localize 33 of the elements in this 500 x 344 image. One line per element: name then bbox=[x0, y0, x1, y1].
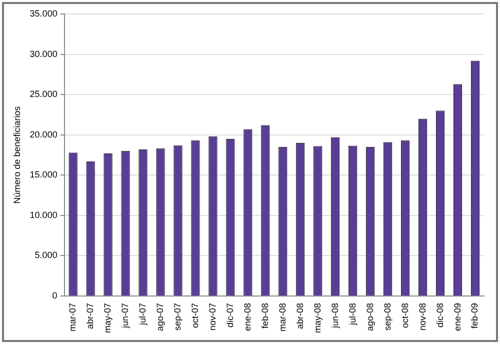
x-tick-label: sep-08 bbox=[382, 302, 392, 331]
y-tick-label: 0 bbox=[52, 290, 58, 300]
x-tick-label: feb-08 bbox=[260, 302, 270, 329]
x-tick-label: oct-07 bbox=[190, 302, 200, 328]
x-tick-label: jul-07 bbox=[138, 302, 148, 326]
x-tick-label: ago-08 bbox=[364, 302, 375, 332]
x-tick-label: jun-07 bbox=[120, 302, 130, 330]
x-tick-label: oct-08 bbox=[400, 302, 410, 328]
x-tick-label: jun-08 bbox=[330, 302, 340, 330]
x-tick-label: nov-08 bbox=[417, 302, 428, 331]
y-tick-label: 15.000 bbox=[30, 170, 58, 180]
x-tick-label: dic-07 bbox=[224, 302, 235, 328]
x-tick-label: dic-08 bbox=[434, 302, 445, 328]
x-tick-label: mar-08 bbox=[277, 302, 288, 332]
y-tick-label: 35.000 bbox=[30, 8, 58, 18]
x-tick-label: abr-08 bbox=[294, 302, 305, 330]
x-tick-label: feb-09 bbox=[470, 302, 480, 329]
x-tick-label: ene-08 bbox=[242, 302, 252, 332]
y-tick-label: 30.000 bbox=[30, 48, 58, 59]
x-tick-label: jul-08 bbox=[347, 302, 358, 326]
y-tick-label: 20.000 bbox=[30, 129, 58, 140]
x-tick-label: may-07 bbox=[102, 302, 113, 334]
x-tick-label: ene-09 bbox=[452, 302, 462, 332]
x-tick-label: ago-07 bbox=[154, 302, 165, 332]
x-tick-label: sep-07 bbox=[172, 302, 182, 331]
x-tick-label: nov-07 bbox=[207, 302, 218, 331]
x-tick-label: mar-07 bbox=[68, 302, 78, 332]
x-tick-label: may-08 bbox=[312, 302, 322, 334]
y-tick-label: 25.000 bbox=[30, 89, 58, 100]
y-tick-label: 10.000 bbox=[30, 210, 58, 220]
y-axis-title: Número de beneficiarios bbox=[12, 106, 22, 204]
y-tick-label: 5.000 bbox=[34, 250, 58, 260]
x-tick-label: abr-07 bbox=[85, 302, 96, 330]
